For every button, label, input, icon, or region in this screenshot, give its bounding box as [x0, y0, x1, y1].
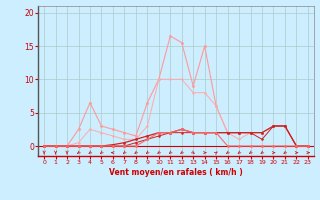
X-axis label: Vent moyen/en rafales ( km/h ): Vent moyen/en rafales ( km/h )	[109, 168, 243, 177]
